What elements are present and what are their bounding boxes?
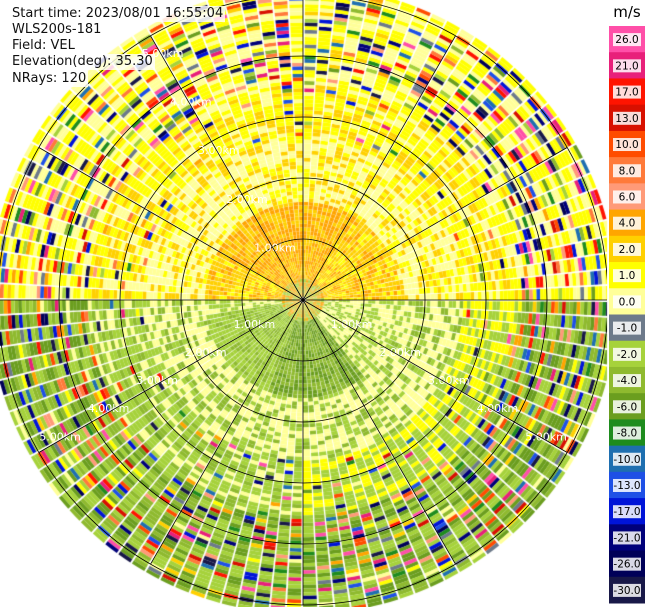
range-ring-label: 5.00km: [525, 430, 567, 443]
colorbar-tick-label: -17.0: [613, 506, 640, 518]
colorbar-title: m/s: [613, 3, 641, 21]
colorbar-tick-bg: [613, 295, 641, 309]
colorbar-tick-label: -4.0: [617, 375, 638, 387]
colorbar-tick-label: 1.0: [619, 270, 636, 282]
colorbar-tick-bg: [613, 242, 641, 256]
colorbar-tick-bg: [613, 33, 641, 47]
colorbar-tick-label: -1.0: [617, 323, 638, 335]
range-ring-label: 1.00km: [331, 318, 373, 331]
colorbar-tick-label: -26.0: [613, 559, 640, 571]
colorbar-tick-bg: [613, 400, 641, 414]
colorbar-tick-bg: [613, 531, 641, 545]
range-ring-label: 3.00km: [428, 374, 470, 387]
colorbar-tick-bg: [613, 583, 641, 597]
range-ring-label: 1.00km: [254, 241, 296, 254]
colorbar-tick-label: 4.0: [619, 218, 636, 230]
colorbar-tick-bg: [613, 505, 641, 519]
radial-line: [150, 299, 304, 565]
colorbar-tick-bg: [613, 138, 641, 152]
colorbar-tick-bg: [613, 426, 641, 440]
site-label: WLS200s-181: [10, 22, 104, 38]
range-ring-label: 4.00km: [477, 402, 519, 415]
colorbar-tick-label: -6.0: [617, 401, 638, 413]
colorbar-tick-label: -21.0: [613, 532, 640, 544]
range-ring-label: 1.00km: [234, 318, 276, 331]
radial-line: [302, 35, 456, 301]
range-ring-label: 4.00km: [170, 96, 212, 109]
colorbar-tick-label: -2.0: [617, 349, 638, 361]
colorbar-tick-label: 13.0: [615, 113, 638, 125]
colorbar-tick-label: 26.0: [615, 34, 638, 46]
colorbar-tick-bg: [613, 216, 641, 230]
range-ring-label: 2.00km: [226, 193, 268, 206]
radial-line: [38, 299, 304, 453]
colorbar-tick-bg: [613, 164, 641, 178]
colorbar-tick-bg: [613, 85, 641, 99]
range-ring-label: 2.00km: [379, 346, 421, 359]
colorbar-tick-label: -30.0: [613, 585, 640, 597]
colorbar-tick-bg: [613, 190, 641, 204]
radial-line: [302, 147, 568, 301]
colorbar-tick-label: 21.0: [615, 60, 638, 72]
start-time-label: Start time: 2023/08/01 16:55:04: [10, 6, 226, 22]
range-ring-label: 3.00km: [198, 144, 240, 157]
range-ring-label: 5.00km: [39, 430, 81, 443]
range-ring: [0, 0, 607, 606]
colorbar-tick-bg: [613, 452, 641, 466]
radial-line: [302, 299, 568, 453]
colorbar-tick-label: 8.0: [619, 165, 636, 177]
colorbar-tick-bg: [613, 557, 641, 571]
colorbar-tick-label: 0.0: [619, 296, 636, 308]
colorbar-tick-label: -13.0: [613, 480, 640, 492]
colorbar-tick-bg: [613, 269, 641, 283]
colorbar-tick-label: 6.0: [619, 191, 636, 203]
range-ring-label: 2.00km: [185, 346, 227, 359]
nrays-label: NRays: 120: [10, 71, 89, 87]
colorbar-tick-label: -8.0: [617, 428, 638, 440]
colorbar: m/s 26.0 21.0 17.0 13.0 10.0 8.0 6.0 4.0 2.0 1.0 0.…: [609, 3, 645, 604]
colorbar-tick-label: 17.0: [615, 87, 638, 99]
colorbar-tick-bg: [613, 374, 641, 388]
radial-line: [302, 299, 456, 565]
radial-line: [38, 147, 304, 301]
ppi-overlay: 1.00km 1.00km 1.00km 2.00km 2.00km 2.00km 3.00…: [0, 0, 607, 606]
colorbar-tick-bg: [613, 321, 641, 335]
field-label: Field: VEL: [10, 38, 77, 54]
colorbar-tick-bg: [613, 347, 641, 361]
range-ring-label: 4.00km: [88, 402, 130, 415]
colorbar-tick-label: 10.0: [615, 139, 638, 151]
colorbar-tick-label: 2.0: [619, 244, 636, 256]
colorbar-tick-bg: [613, 111, 641, 125]
colorbar-tick-label: -10.0: [613, 454, 640, 466]
elevation-label: Elevation(deg): 35.30: [10, 54, 155, 70]
colorbar-tick-bg: [613, 59, 641, 73]
colorbar-tick-bg: [613, 478, 641, 492]
range-ring-label: 3.00km: [136, 374, 178, 387]
radial-line: [150, 35, 304, 301]
